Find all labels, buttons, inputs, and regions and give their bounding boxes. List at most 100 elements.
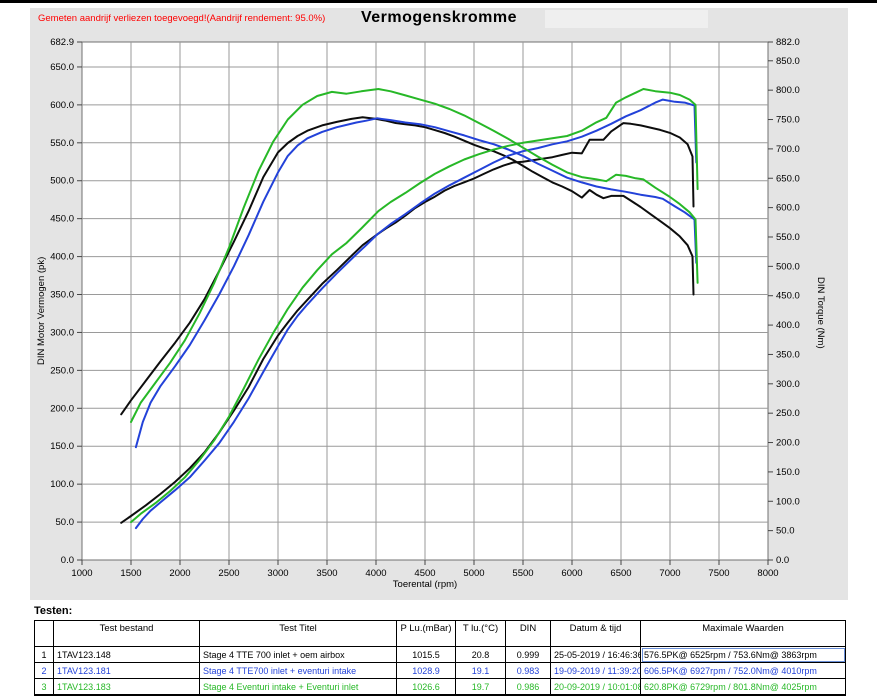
din-factor-cell[interactable]: 0.999 <box>505 646 551 663</box>
col-header-datetime: Datum & tijd <box>550 620 641 647</box>
tests-table: Test bestand Test Titel P Lu.(mBar) T lu… <box>34 620 846 696</box>
pressure-cell[interactable]: 1015.5 <box>396 646 456 663</box>
din-factor-cell[interactable]: 0.986 <box>505 678 551 696</box>
col-header-file: Test bestand <box>53 620 200 647</box>
top-border-bar <box>0 0 877 3</box>
x-tick-label: 2000 <box>169 568 190 579</box>
tests-section-label: Testen: <box>34 605 73 617</box>
test-title-cell[interactable]: Stage 4 TTE 700 inlet + oem airbox <box>199 646 397 663</box>
y-axis-right-title: DIN Torque (Nm) <box>815 277 826 349</box>
temperature-cell[interactable]: 19.1 <box>455 662 506 679</box>
pressure-cell[interactable]: 1028.9 <box>396 662 456 679</box>
tests-table-header-row: Test bestand Test Titel P Lu.(mBar) T lu… <box>34 620 846 647</box>
test-title-cell[interactable]: Stage 4 TTE700 inlet + eventuri intake <box>199 662 397 679</box>
y-left-tick-label: 0.0 <box>61 555 74 566</box>
x-tick-label: 1000 <box>71 568 92 579</box>
y-right-tick-label: 400.0 <box>776 320 800 331</box>
y-left-tick-label: 50.0 <box>56 517 75 528</box>
y-right-tick-label: 850.0 <box>776 56 800 67</box>
table-row: 3 1TAV123.183 Stage 4 Eventuri intake + … <box>34 678 846 696</box>
max-values-cell[interactable]: 620.8PK@ 6729rpm / 801.8Nm@ 4025rpm <box>640 678 846 696</box>
y-right-tick-label: 150.0 <box>776 467 800 478</box>
y-left-tick-label: 250.0 <box>50 365 74 376</box>
y-right-tick-label: 100.0 <box>776 496 800 507</box>
chart-title: Vermogenskromme <box>360 9 517 26</box>
y-left-tick-label: 200.0 <box>50 403 74 414</box>
y-left-tick-label: 400.0 <box>50 252 74 263</box>
torque-curve-run3 <box>130 88 699 423</box>
x-axis-title: Toerental (rpm) <box>392 579 458 590</box>
temperature-cell[interactable]: 19.7 <box>455 678 506 696</box>
test-file-cell[interactable]: 1TAV123.148 <box>53 646 200 663</box>
test-title-cell[interactable]: Stage 4 Eventuri intake + Eventuri inlet <box>199 678 397 696</box>
torque-curve-run2 <box>134 117 698 449</box>
col-header-title: Test Titel <box>199 620 397 647</box>
y-left-tick-label: 150.0 <box>50 441 74 452</box>
y-right-tick-label: 50.0 <box>776 526 795 537</box>
row-number[interactable]: 2 <box>34 662 54 679</box>
x-tick-label: 3500 <box>316 568 337 579</box>
y-left-tick-label: 350.0 <box>50 290 74 301</box>
row-number[interactable]: 1 <box>34 646 54 663</box>
col-header-din: DIN <box>505 620 551 647</box>
y-right-tick-label: 350.0 <box>776 349 800 360</box>
y-right-tick-label: 700.0 <box>776 144 800 155</box>
col-header-nr <box>34 620 54 647</box>
y-right-tick-label: 750.0 <box>776 115 800 126</box>
x-tick-label: 4500 <box>414 568 435 579</box>
x-tick-label: 3000 <box>267 568 288 579</box>
datetime-cell[interactable]: 19-09-2019 / 11:39:20 <box>550 662 641 679</box>
y-axis-left-title: DIN Motor Vermogen (pk) <box>36 256 47 366</box>
din-factor-cell[interactable]: 0.983 <box>505 662 551 679</box>
y-right-tick-label: 600.0 <box>776 203 800 214</box>
col-header-max: Maximale Waarden <box>640 620 846 647</box>
y-left-tick-label: 600.0 <box>50 100 74 111</box>
y-right-tick-label: 500.0 <box>776 261 800 272</box>
y-left-tick-label: 100.0 <box>50 479 74 490</box>
x-tick-label: 5000 <box>463 568 484 579</box>
y-right-tick-label: 200.0 <box>776 438 800 449</box>
title-highlight-box <box>545 10 708 28</box>
y-right-tick-label: 650.0 <box>776 173 800 184</box>
col-header-tlu: T lu.(°C) <box>455 620 506 647</box>
table-row: 2 1TAV123.181 Stage 4 TTE700 inlet + eve… <box>34 662 846 679</box>
temperature-cell[interactable]: 20.8 <box>455 646 506 663</box>
y-right-tick-label: 800.0 <box>776 85 800 96</box>
chart-panel: Gemeten aandrijf verliezen toegevoegd!(A… <box>30 8 848 600</box>
x-tick-label: 7500 <box>708 568 729 579</box>
y-left-tick-label: 500.0 <box>50 176 74 187</box>
x-tick-label: 6000 <box>561 568 582 579</box>
x-tick-label: 8000 <box>757 568 778 579</box>
x-tick-label: 4000 <box>365 568 386 579</box>
power-curve-run1 <box>120 122 695 524</box>
datetime-cell[interactable]: 25-05-2019 / 16:46:36 <box>550 646 641 663</box>
max-values-cell[interactable]: 576.5PK@ 6525rpm / 753.6Nm@ 3863rpm <box>640 646 846 663</box>
y-right-tick-label: 450.0 <box>776 291 800 302</box>
test-file-cell[interactable]: 1TAV123.183 <box>53 678 200 696</box>
max-values-cell[interactable]: 606.5PK@ 6927rpm / 752.0Nm@ 4010rpm <box>640 662 846 679</box>
drivetrain-loss-banner: Gemeten aandrijf verliezen toegevoegd!(A… <box>38 13 326 24</box>
torque-curve-run1 <box>120 116 695 416</box>
y-left-tick-label: 300.0 <box>50 327 74 338</box>
y-right-tick-label: 300.0 <box>776 379 800 390</box>
y-left-tick-label: 450.0 <box>50 214 74 225</box>
y-left-tick-label: 550.0 <box>50 138 74 149</box>
x-tick-label: 2500 <box>218 568 239 579</box>
y-left-tick-label: 650.0 <box>50 62 74 73</box>
y-right-tick-label: 882.0 <box>776 37 800 48</box>
table-row: 1 1TAV123.148 Stage 4 TTE 700 inlet + oe… <box>34 646 846 663</box>
power-curve-chart: 1000 1500 2000 2500 3000 3500 4000 4500 5000 5500… <box>50 37 800 579</box>
x-tick-label: 7000 <box>659 568 680 579</box>
col-header-plu: P Lu.(mBar) <box>396 620 456 647</box>
x-tick-label: 5500 <box>512 568 533 579</box>
power-curve-run3 <box>130 88 699 524</box>
y-right-tick-label: 250.0 <box>776 408 800 419</box>
x-tick-label: 1500 <box>120 568 141 579</box>
datetime-cell[interactable]: 20-09-2019 / 10:01:08 <box>550 678 641 696</box>
row-number[interactable]: 3 <box>34 678 54 696</box>
pressure-cell[interactable]: 1026.6 <box>396 678 456 696</box>
y-right-tick-label: 550.0 <box>776 232 800 243</box>
test-file-cell[interactable]: 1TAV123.181 <box>53 662 200 679</box>
y-right-tick-label: 0.0 <box>776 555 789 566</box>
